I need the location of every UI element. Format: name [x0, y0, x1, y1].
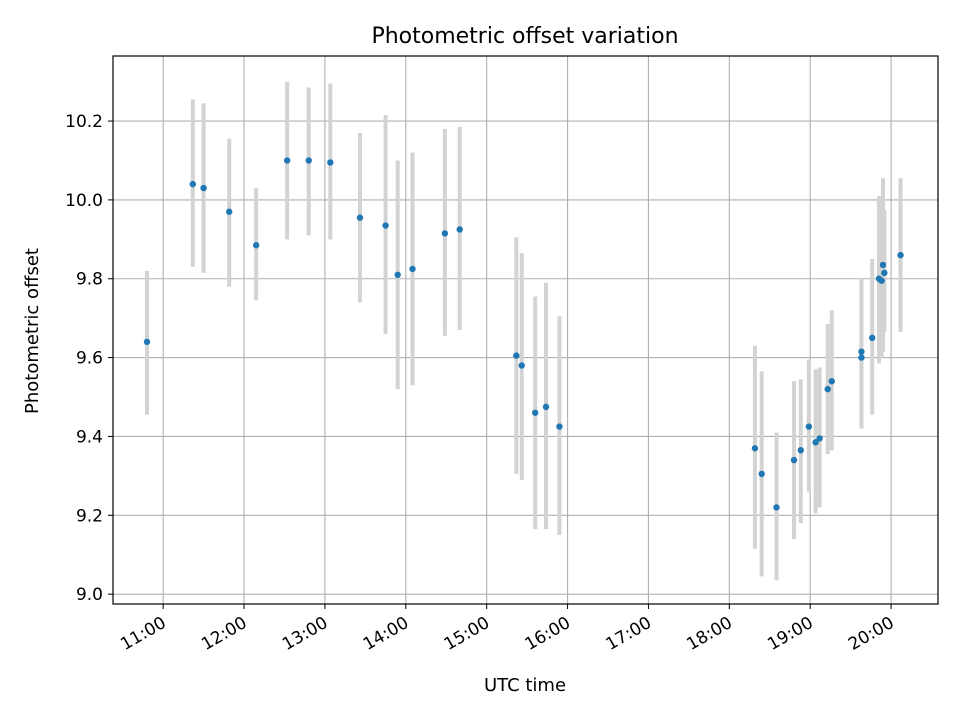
data-point	[824, 385, 831, 393]
y-tick-label: 9.2	[76, 506, 103, 526]
data-point	[252, 242, 260, 249]
y-tick-label: 9.8	[76, 270, 103, 290]
y-axis-label: Photometric offset	[22, 248, 43, 414]
data-point	[897, 251, 904, 259]
chart-title: Photometric offset variation	[371, 24, 678, 49]
data-point	[200, 184, 207, 192]
data-point	[812, 439, 819, 446]
data-point	[881, 269, 888, 277]
y-tick-label: 9.0	[76, 585, 103, 605]
data-point	[797, 447, 804, 454]
y-tick-label: 10.2	[65, 112, 103, 132]
y-tick-label: 9.6	[76, 349, 103, 369]
data-point	[828, 378, 835, 385]
data-point	[542, 403, 550, 411]
data-point	[305, 157, 312, 164]
data-point	[556, 423, 563, 430]
plot-frame	[112, 55, 939, 605]
data-point	[456, 226, 463, 233]
data-point	[143, 338, 151, 346]
data-point	[751, 445, 759, 452]
y-tick-label: 9.4	[76, 427, 103, 447]
data-point	[356, 214, 364, 221]
x-axis-label: UTC time	[484, 675, 566, 696]
data-point	[869, 334, 876, 342]
y-tick-label: 10.0	[65, 191, 103, 211]
data-point	[513, 352, 520, 359]
data-point	[189, 180, 197, 188]
data-point	[532, 409, 539, 416]
data-point	[878, 277, 885, 284]
data-point	[382, 222, 389, 229]
data-point	[758, 470, 765, 478]
data-point	[226, 208, 233, 215]
data-point	[879, 261, 887, 269]
data-point	[327, 159, 334, 166]
data-point	[790, 456, 798, 464]
data-point	[805, 423, 813, 430]
data-point	[858, 354, 865, 361]
data-point	[816, 435, 823, 442]
y-axis-ticks: 9.0 9.2 9.4 9.6 9.8 10.0 10.2	[65, 112, 113, 605]
data-point	[773, 504, 780, 511]
data-points	[143, 157, 904, 511]
data-point	[409, 265, 416, 273]
data-point	[283, 157, 291, 164]
data-point	[518, 362, 525, 369]
data-point	[394, 271, 401, 279]
data-point	[858, 348, 865, 355]
data-point	[441, 230, 449, 237]
